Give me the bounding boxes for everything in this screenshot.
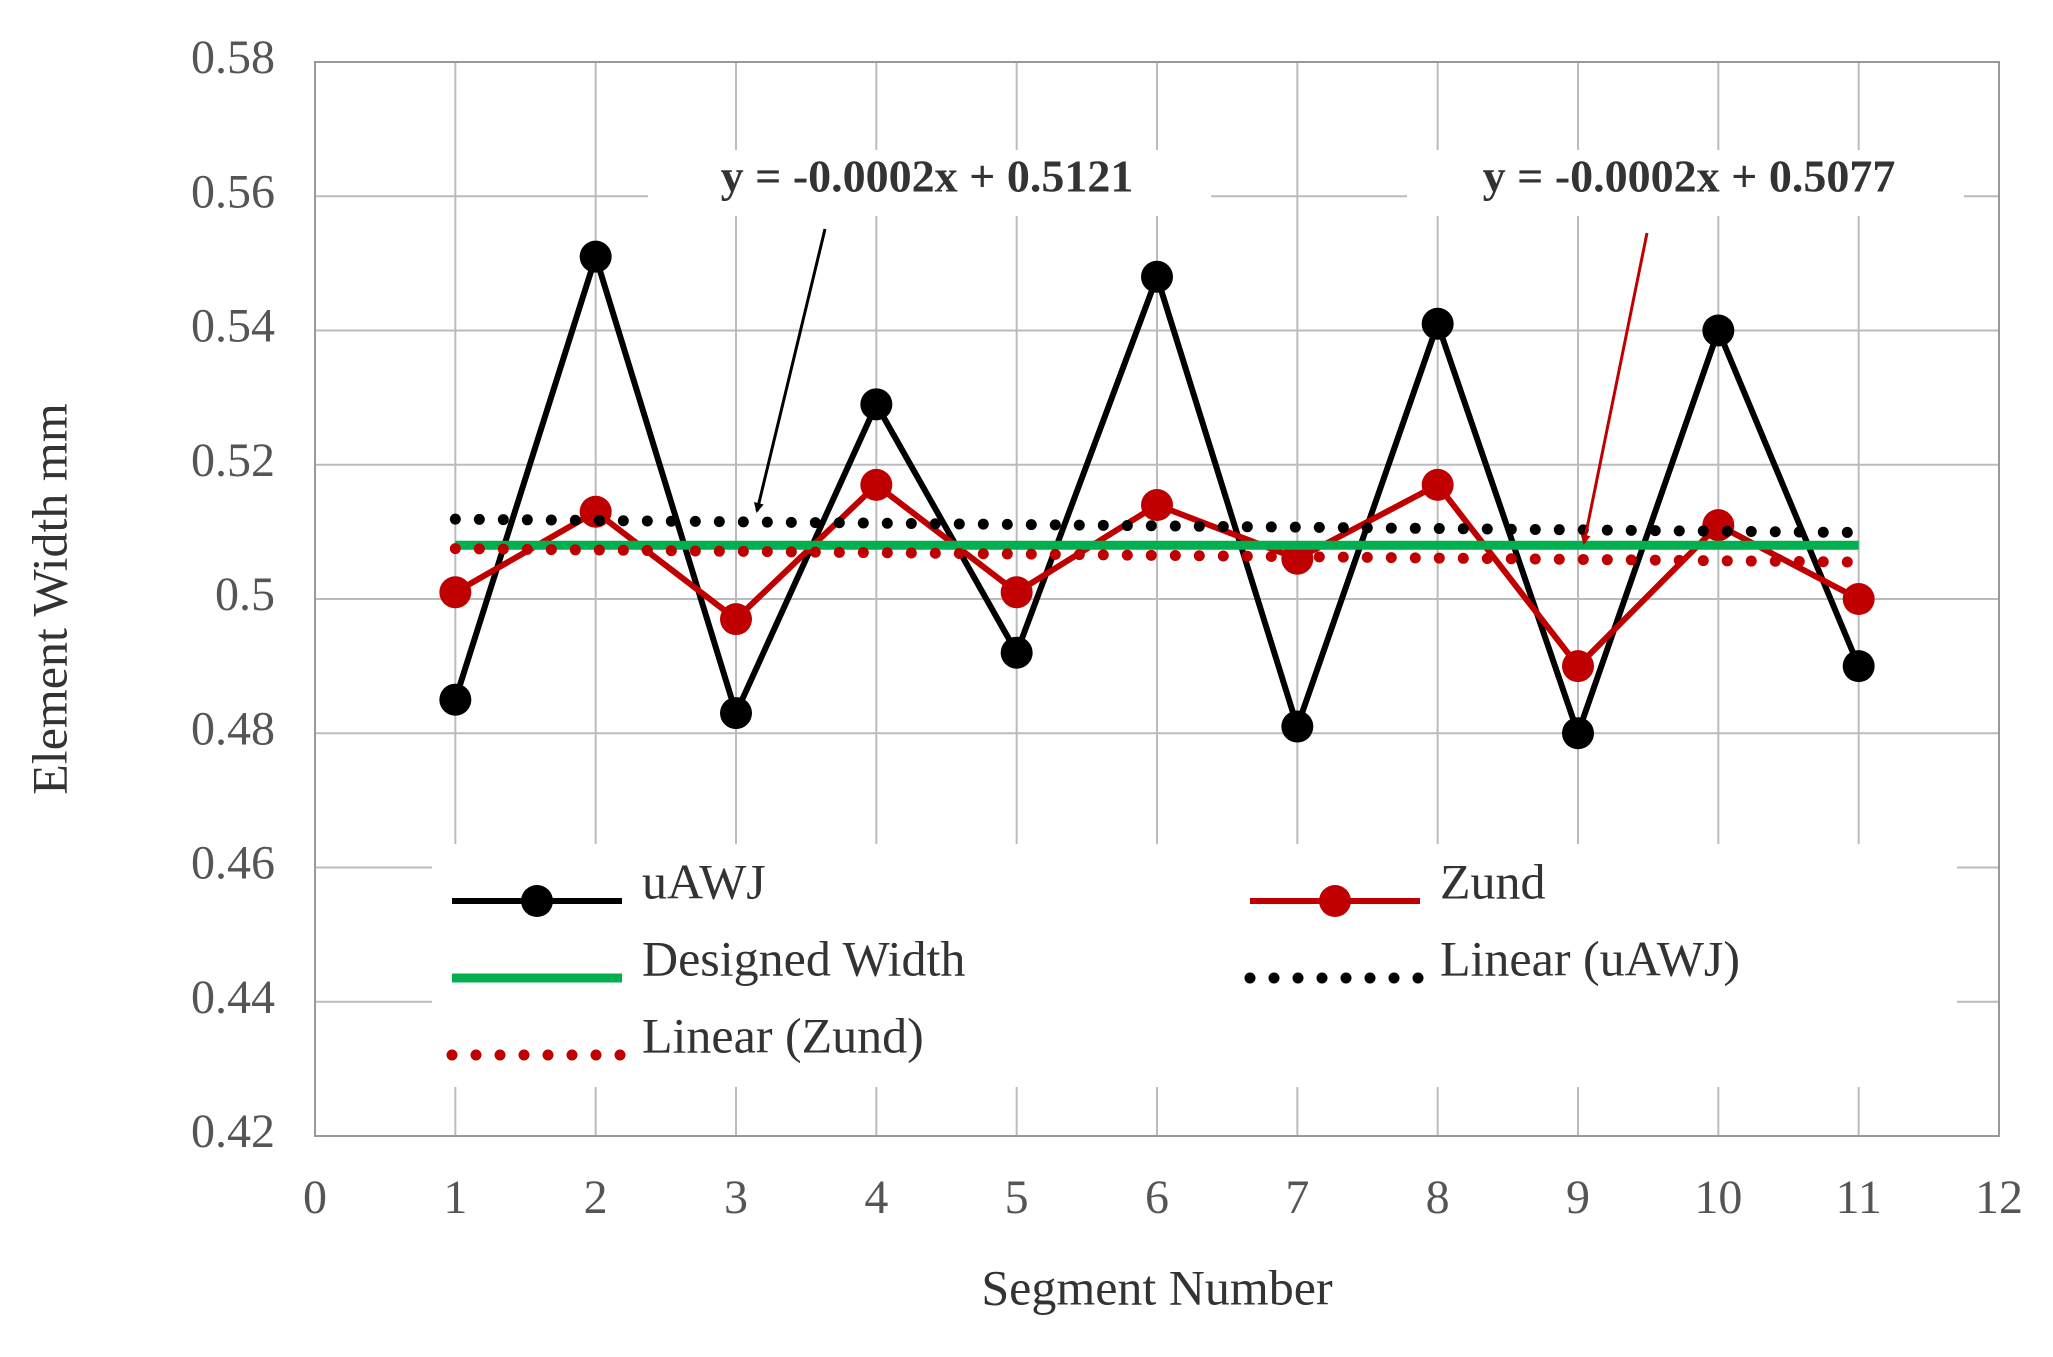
x-tick-label: 5	[1005, 1171, 1029, 1224]
data-point	[1281, 710, 1314, 743]
plot-frame	[314, 61, 2000, 1137]
x-tick-label: 7	[1285, 1171, 1309, 1224]
x-tick-label: 4	[864, 1171, 888, 1224]
x-tick-label: 8	[1426, 1171, 1450, 1224]
x-tick-label: 6	[1145, 1171, 1169, 1224]
x-tick-label: 9	[1566, 1171, 1590, 1224]
data-point	[720, 603, 752, 636]
data-point	[1000, 576, 1033, 609]
data-point	[1000, 636, 1033, 669]
series	[439, 240, 1875, 750]
y-tick-label: 0.52	[191, 434, 275, 487]
y-tick-label: 0.46	[191, 837, 275, 890]
legend-label: Linear (Zund)	[642, 1007, 924, 1063]
y-tick-label: 0.54	[191, 300, 275, 353]
data-point	[1421, 307, 1454, 340]
legend-marker	[1319, 885, 1351, 917]
data-point	[1421, 468, 1454, 501]
y-tick-label: 0.56	[191, 165, 275, 218]
data-point	[1702, 509, 1735, 542]
y-tick-label: 0.48	[191, 702, 275, 755]
x-tick-label: 0	[303, 1171, 327, 1224]
x-tick-label: 1	[443, 1171, 467, 1224]
annotation-background	[648, 150, 1211, 216]
data-point	[1562, 717, 1594, 750]
data-point	[1702, 314, 1735, 347]
annotation-arrow	[754, 228, 827, 513]
annotation-arrow	[1580, 232, 1649, 545]
data-point	[1141, 489, 1173, 522]
data-point	[1562, 650, 1594, 683]
legend-background	[432, 844, 1957, 1087]
y-tick-label: 0.58	[191, 31, 275, 84]
legend-label: uAWJ	[642, 853, 766, 909]
legend-label: Linear (uAWJ)	[1440, 930, 1740, 986]
data-point	[1141, 260, 1173, 293]
data-point	[439, 683, 472, 716]
y-tick-label: 0.5	[215, 568, 275, 621]
annotation-background	[1407, 150, 1964, 216]
data-point	[860, 388, 893, 421]
y-tick-label: 0.44	[191, 971, 275, 1024]
data-point	[579, 240, 612, 273]
x-tick-label: 2	[584, 1171, 608, 1224]
legend: uAWJ Zund Designed Width Linear (uAWJ) Linea…	[446, 853, 1740, 1063]
annotation: y = -0.0002x + 0.5121	[721, 151, 1134, 202]
data-point	[720, 697, 752, 730]
x-tick-label: 11	[1836, 1171, 1882, 1224]
y-tick-label: 0.42	[191, 1105, 275, 1158]
data-point	[1842, 583, 1875, 615]
legend-label: Zund	[1440, 853, 1546, 909]
x-tick-label: 3	[724, 1171, 748, 1224]
y-axis-title: Element Width mm	[21, 403, 77, 795]
legend-label: Designed Width	[642, 930, 965, 986]
x-axis-title: Segment Number	[981, 1259, 1333, 1315]
data-point	[1842, 650, 1875, 683]
data-point	[860, 468, 893, 501]
x-tick-label: 12	[1975, 1171, 2023, 1224]
legend-marker	[521, 885, 553, 917]
x-tick-label: 10	[1694, 1171, 1742, 1224]
data-point	[439, 576, 472, 609]
annotation: y = -0.0002x + 0.5077	[1483, 151, 1896, 202]
